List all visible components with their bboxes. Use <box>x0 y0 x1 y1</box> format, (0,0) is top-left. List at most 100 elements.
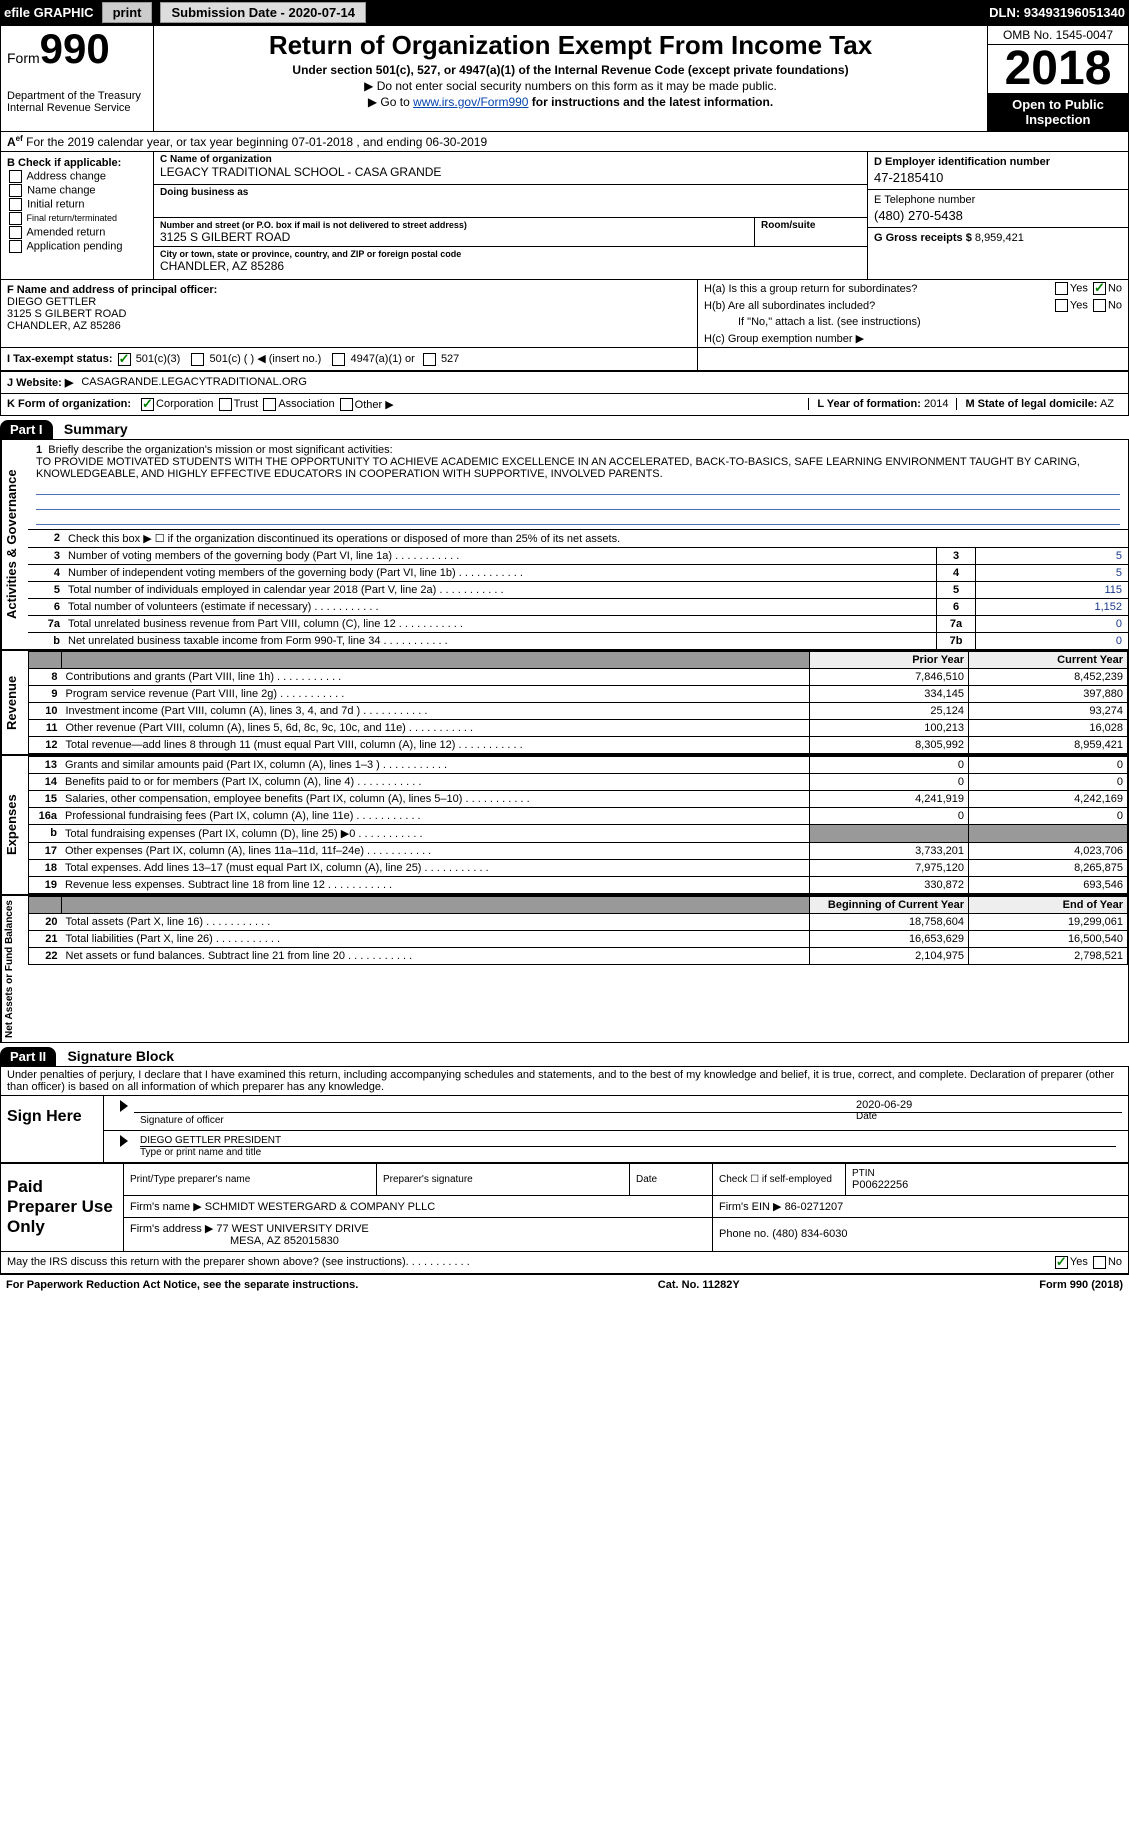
part1-header-row: Part I Summary <box>0 416 1129 439</box>
gov-row-7a: 7aTotal unrelated business revenue from … <box>28 615 1128 632</box>
checkbox-application-pending[interactable]: Application pending <box>7 240 147 253</box>
form-number: 990 <box>40 25 110 72</box>
print-button[interactable]: print <box>102 2 153 23</box>
checkbox-initial-return[interactable]: Initial return <box>7 198 147 211</box>
other-checkbox[interactable] <box>340 398 353 411</box>
sig-date: 2020-06-29 <box>856 1099 1116 1111</box>
room-suite-box: Room/suite <box>754 218 867 246</box>
expenses-table: 13Grants and similar amounts paid (Part … <box>28 756 1128 894</box>
gross-receipts-value: 8,959,421 <box>975 232 1024 244</box>
gov-row-5: 5Total number of individuals employed in… <box>28 581 1128 598</box>
netassets-section: Net Assets or Fund Balances Beginning of… <box>1 894 1128 1042</box>
table-row-9: 9Program service revenue (Part VIII, lin… <box>29 685 1128 702</box>
mission-text: TO PROVIDE MOTIVATED STUDENTS WITH THE O… <box>36 456 1080 480</box>
table-row-21: 21Total liabilities (Part X, line 26)16,… <box>29 930 1128 947</box>
open-public-badge: Open to Public Inspection <box>988 93 1128 131</box>
ptin-value: P00622256 <box>852 1179 1122 1191</box>
527-checkbox[interactable] <box>423 353 436 366</box>
vlabel-governance: Activities & Governance <box>1 440 28 649</box>
ein-value: 47-2185410 <box>874 170 1122 185</box>
form-header: Form990 Department of the Treasury Inter… <box>0 25 1129 132</box>
section-i: I Tax-exempt status: 501(c)(3) 501(c) ( … <box>1 348 697 371</box>
section-b-label: B Check if applicable: <box>7 157 147 169</box>
form-header-left: Form990 Department of the Treasury Inter… <box>1 26 154 131</box>
mission-block: 1 Briefly describe the organization's mi… <box>28 440 1128 529</box>
table-row-15: 15Salaries, other compensation, employee… <box>29 790 1128 807</box>
checkbox-name-change[interactable]: Name change <box>7 184 147 197</box>
gov-row-b: bNet unrelated business taxable income f… <box>28 632 1128 649</box>
h-c-row: H(c) Group exemption number ▶ <box>698 330 1128 347</box>
column-de: D Employer identification number 47-2185… <box>867 152 1128 279</box>
officer-typed-name: DIEGO GETTLER PRESIDENT <box>140 1135 1116 1147</box>
section-m: M State of legal domicile: AZ <box>956 398 1122 410</box>
trust-checkbox[interactable] <box>219 398 232 411</box>
firm-phone: (480) 834-6030 <box>772 1228 847 1240</box>
section-ij-row: I Tax-exempt status: 501(c)(3) 501(c) ( … <box>0 348 1129 372</box>
phone-box: E Telephone number (480) 270-5438 <box>868 190 1128 228</box>
corp-checkbox[interactable] <box>141 398 154 411</box>
hb-no-checkbox[interactable] <box>1093 299 1106 312</box>
form-prefix: Form <box>7 50 40 66</box>
gov-row-4: 4Number of independent voting members of… <box>28 564 1128 581</box>
officer-addr1: 3125 S GILBERT ROAD <box>7 308 691 320</box>
section-fh-row: F Name and address of principal officer:… <box>0 280 1129 348</box>
paperwork-notice: For Paperwork Reduction Act Notice, see … <box>6 1279 358 1291</box>
revenue-table: Prior Year Current Year 8Contributions a… <box>28 651 1128 754</box>
efile-label: efile GRAPHIC <box>4 5 94 20</box>
table-row-16a: 16aProfessional fundraising fees (Part I… <box>29 807 1128 824</box>
street-box: Number and street (or P.O. box if mail i… <box>154 218 754 246</box>
cat-number: Cat. No. 11282Y <box>358 1279 1039 1291</box>
street-address: 3125 S GILBERT ROAD <box>160 230 748 244</box>
submission-date-label: Submission Date - 2020-07-14 <box>160 2 366 23</box>
dln-label: DLN: 93493196051340 <box>989 5 1125 20</box>
page-footer: For Paperwork Reduction Act Notice, see … <box>0 1274 1129 1295</box>
paid-preparer-label: Paid Preparer Use Only <box>1 1163 124 1251</box>
ha-yes-checkbox[interactable] <box>1055 282 1068 295</box>
ha-no-checkbox[interactable] <box>1093 282 1106 295</box>
table-row-14: 14Benefits paid to or for members (Part … <box>29 773 1128 790</box>
section-h-cont <box>697 348 1128 371</box>
col-current-year: Current Year <box>969 651 1128 668</box>
checkbox-amended[interactable]: Amended return <box>7 226 147 239</box>
501c3-checkbox[interactable] <box>118 353 131 366</box>
column-b: B Check if applicable: Address change Na… <box>1 152 154 279</box>
sig-officer-line: Signature of officer 2020-06-29 Date <box>104 1096 1128 1131</box>
discuss-yes-checkbox[interactable] <box>1055 1256 1068 1269</box>
table-row-b: bTotal fundraising expenses (Part IX, co… <box>29 824 1128 842</box>
firm-addr1: 77 WEST UNIVERSITY DRIVE <box>216 1223 368 1235</box>
firm-ein: 86-0271207 <box>785 1201 844 1213</box>
4947-checkbox[interactable] <box>332 353 345 366</box>
form-footer-label: Form 990 (2018) <box>1039 1279 1123 1291</box>
table-row-22: 22Net assets or fund balances. Subtract … <box>29 947 1128 964</box>
form-header-right: OMB No. 1545-0047 2018 Open to Public In… <box>987 26 1128 131</box>
part2-header-row: Part II Signature Block <box>0 1043 1129 1066</box>
form-subtitle: Under section 501(c), 527, or 4947(a)(1)… <box>160 63 981 77</box>
vlabel-netassets: Net Assets or Fund Balances <box>1 896 28 1042</box>
gov-row-6: 6Total number of volunteers (estimate if… <box>28 598 1128 615</box>
col-begin-year: Beginning of Current Year <box>810 896 969 913</box>
discuss-no-checkbox[interactable] <box>1093 1256 1106 1269</box>
checkbox-address-change[interactable]: Address change <box>7 170 147 183</box>
section-b-row: B Check if applicable: Address change Na… <box>0 152 1129 280</box>
table-row-17: 17Other expenses (Part IX, column (A), l… <box>29 842 1128 859</box>
line-a-taxyear: Aef For the 2019 calendar year, or tax y… <box>0 132 1129 152</box>
501c-checkbox[interactable] <box>191 353 204 366</box>
hb-yes-checkbox[interactable] <box>1055 299 1068 312</box>
phone-value: (480) 270-5438 <box>874 208 1122 223</box>
org-name-box: C Name of organization LEGACY TRADITIONA… <box>154 152 867 185</box>
table-row-18: 18Total expenses. Add lines 13–17 (must … <box>29 859 1128 876</box>
h-a-row: H(a) Is this a group return for subordin… <box>698 280 1128 297</box>
firm-addr2: MESA, AZ 852015830 <box>230 1235 339 1247</box>
netassets-table: Beginning of Current Year End of Year 20… <box>28 896 1128 965</box>
column-c: C Name of organization LEGACY TRADITIONA… <box>154 152 867 279</box>
website-link[interactable]: CASAGRANDE.LEGACYTRADITIONAL.ORG <box>81 376 307 388</box>
checkbox-final-return[interactable]: Final return/terminated <box>7 212 147 225</box>
table-row-11: 11Other revenue (Part VIII, column (A), … <box>29 719 1128 736</box>
irs-link[interactable]: www.irs.gov/Form990 <box>413 95 528 109</box>
part1-box: Activities & Governance 1 Briefly descri… <box>0 439 1129 1043</box>
city-state-zip: CHANDLER, AZ 85286 <box>160 259 861 273</box>
sign-here-label: Sign Here <box>1 1096 104 1162</box>
assoc-checkbox[interactable] <box>263 398 276 411</box>
officer-name-line: DIEGO GETTLER PRESIDENT Type or print na… <box>104 1131 1128 1162</box>
table-row-8: 8Contributions and grants (Part VIII, li… <box>29 668 1128 685</box>
